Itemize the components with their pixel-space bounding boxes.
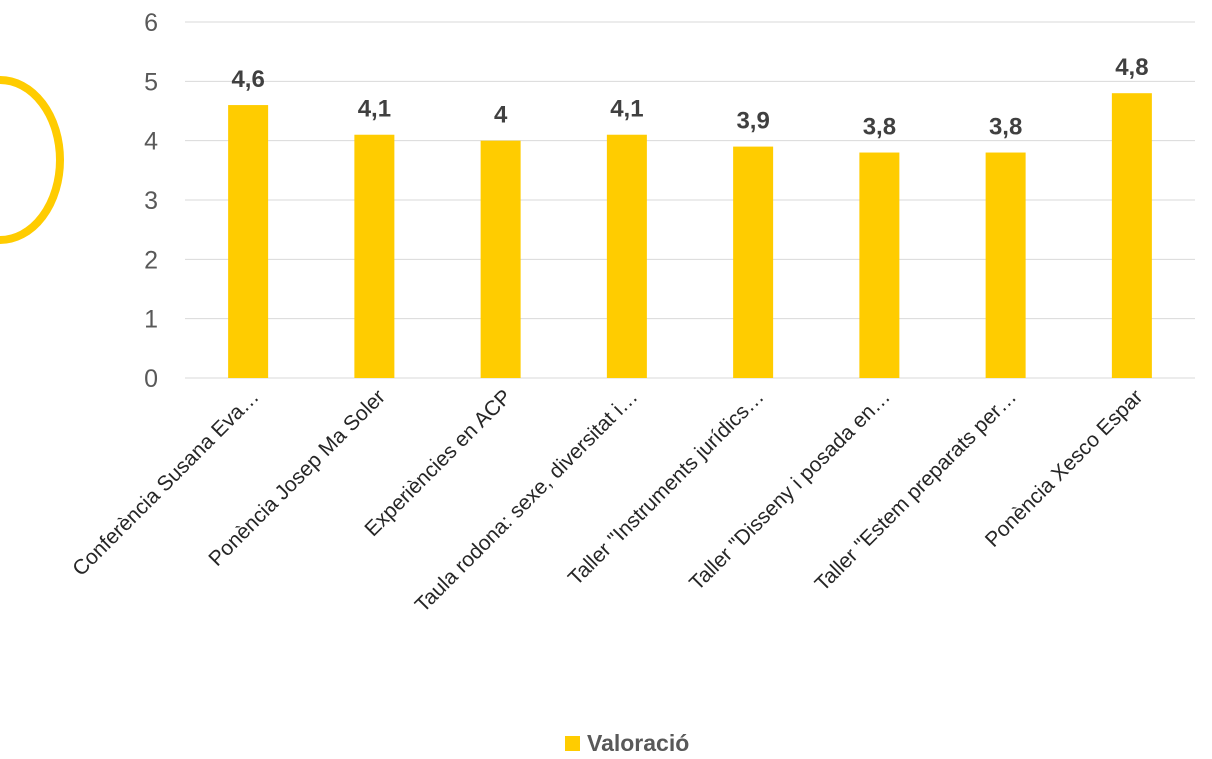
- legend: Valoració: [565, 730, 689, 757]
- y-tick-label: 2: [144, 246, 158, 274]
- bar: [606, 134, 647, 378]
- bar: [985, 152, 1026, 378]
- y-tick-label: 0: [144, 365, 158, 393]
- bar: [354, 134, 395, 378]
- bar: [480, 140, 521, 378]
- bar: [859, 152, 900, 378]
- data-label: 4,8: [1115, 54, 1148, 81]
- category-label: Taula rodona: sexe, diversitat i…: [411, 385, 643, 617]
- bar: [733, 146, 774, 378]
- bar: [228, 105, 269, 379]
- category-label: Taller "Estem preparats per…: [811, 385, 1022, 596]
- y-tick-label: 5: [144, 68, 158, 96]
- data-label: 3,8: [989, 114, 1022, 141]
- y-tick-label: 3: [144, 187, 158, 215]
- data-label: 4: [494, 102, 508, 129]
- decorative-yellow-arc: [0, 76, 64, 244]
- legend-label: Valoració: [587, 730, 690, 756]
- y-tick-label: 6: [144, 9, 158, 37]
- y-tick-label: 4: [144, 128, 158, 156]
- legend-swatch: [565, 736, 580, 751]
- data-label: 3,8: [863, 114, 896, 141]
- data-label: 4,1: [610, 96, 643, 123]
- category-label: Taller "Disseny i posada en…: [685, 385, 895, 595]
- data-label: 3,9: [736, 108, 769, 135]
- y-tick-label: 1: [144, 306, 158, 334]
- data-label: 4,6: [231, 66, 264, 93]
- bar: [1111, 93, 1152, 378]
- data-label: 4,1: [358, 96, 391, 123]
